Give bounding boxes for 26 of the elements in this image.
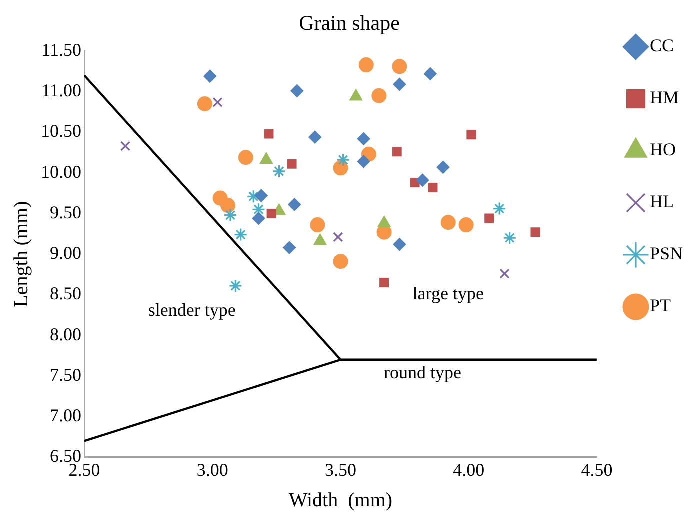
- annotation: round type: [384, 362, 462, 382]
- legend-label: HO: [650, 140, 676, 160]
- chart-title: Grain shape: [299, 11, 400, 36]
- y-tick-label: 7.50: [50, 364, 82, 385]
- x-tick-label: 4.50: [581, 460, 613, 480]
- x-axis-title: Width (mm): [288, 489, 393, 512]
- y-tick-label: 9.50: [50, 202, 82, 222]
- legend-label: HM: [650, 88, 679, 108]
- y-tick-label: 8.50: [50, 284, 82, 304]
- y-tick-label: 10.00: [41, 162, 82, 182]
- x-tick-label: 4.00: [453, 460, 485, 480]
- y-tick-label: 9.00: [50, 243, 82, 264]
- y-axis-title: Length (mm): [10, 201, 32, 308]
- x-tick-label: 3.00: [196, 460, 228, 480]
- x-tick-label: 3.50: [324, 460, 356, 480]
- y-tick-label: 11.50: [42, 40, 82, 60]
- legend-label: PT: [650, 296, 671, 316]
- y-tick-label: 11.00: [42, 80, 82, 101]
- legend-label: PSN: [650, 244, 684, 264]
- y-tick-label: 10.50: [41, 121, 82, 142]
- annotation: slender type: [148, 300, 236, 320]
- y-tick-label: 7.00: [50, 406, 82, 426]
- y-tick-label: 8.00: [50, 324, 82, 344]
- annotation: large type: [412, 284, 484, 304]
- legend-label: CC: [650, 36, 674, 56]
- legend-label: HL: [650, 192, 674, 212]
